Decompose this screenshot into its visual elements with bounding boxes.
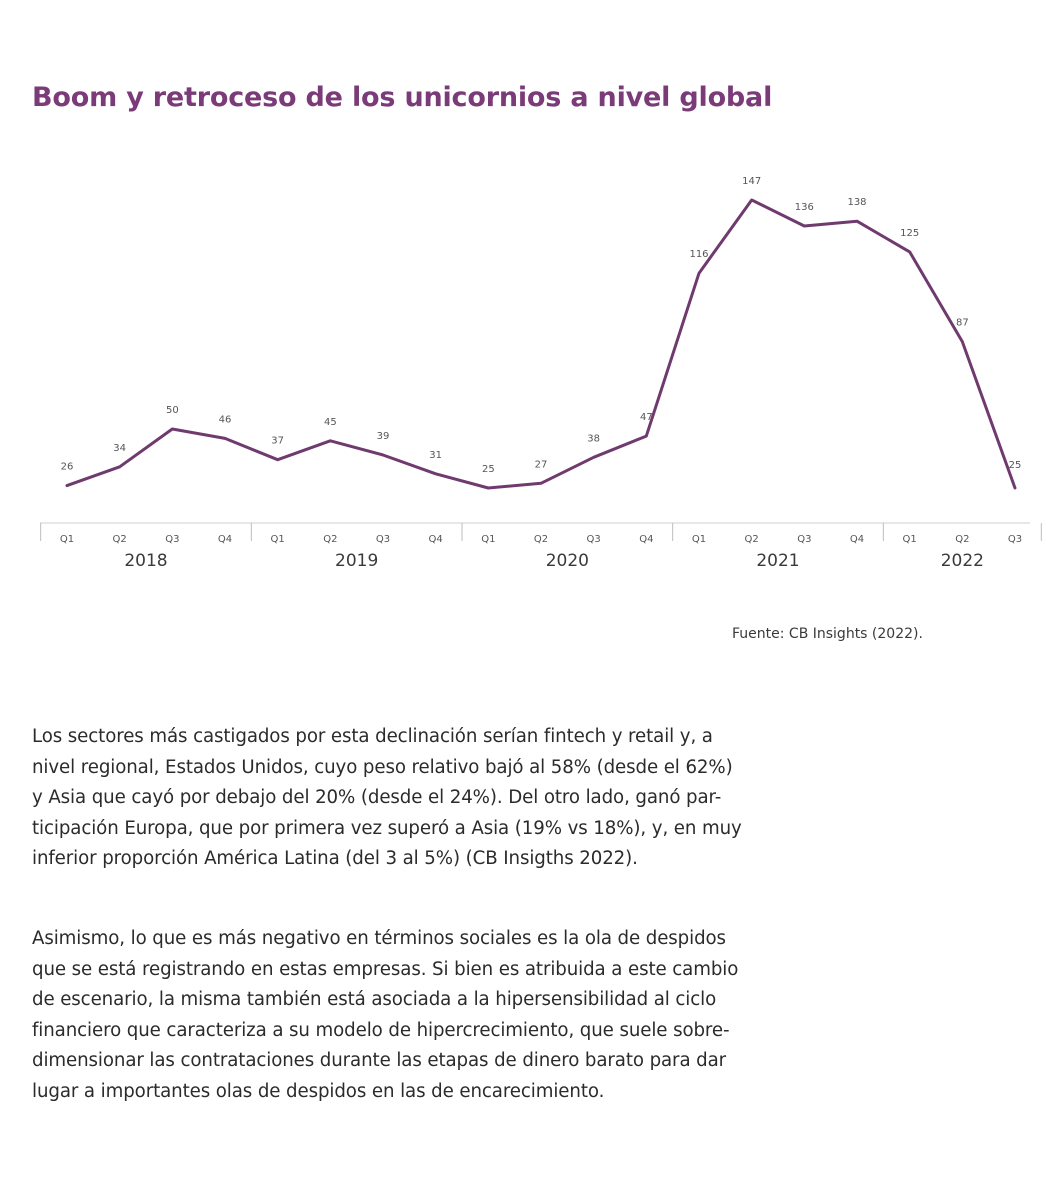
paragraph-line: Asimismo, lo que es más negativo en térm…: [32, 928, 726, 949]
paragraph-line: inferior proporción América Latina (del …: [32, 848, 638, 870]
data-label: 26: [61, 462, 74, 473]
quarter-tick-label: Q2: [113, 534, 127, 545]
quarter-tick-label: Q3: [376, 534, 390, 545]
source-note: Fuente: CB Insights (2022).: [732, 626, 923, 642]
data-label: 87: [956, 318, 969, 329]
line-chart: Q1 Q2 Q3 Q4 Q1 Q2 Q3 Q4 Q1 Q2 Q3 Q4 Q1 Q2 Q3 Q4 Q1 Q2 Q3 20…: [40, 176, 1042, 571]
data-label: 47: [640, 412, 653, 423]
year-label: 2020: [546, 551, 589, 571]
quarter-tick-label: Q1: [60, 534, 74, 545]
quarter-tick-label: Q4: [429, 534, 443, 545]
data-label: 34: [113, 443, 126, 454]
paragraph-line: financiero que caracteriza a su modelo d…: [32, 1019, 730, 1041]
paragraph-1: Los sectores más castigados por esta dec…: [32, 722, 932, 875]
data-label: 46: [219, 414, 232, 425]
series-line: [65, 198, 1017, 490]
paragraph-line: lugar a importantes olas de despidos en …: [32, 1080, 605, 1102]
quarter-tick-label: Q4: [639, 534, 653, 545]
data-label: 45: [324, 417, 337, 428]
data-label: 125: [900, 228, 919, 239]
quarter-tick-label: Q2: [534, 534, 548, 545]
quarter-tick-label: Q1: [903, 534, 917, 545]
quarter-tick-label: Q1: [481, 534, 495, 545]
year-label: 2022: [941, 551, 984, 571]
quarter-tick-label: Q2: [955, 534, 969, 545]
quarter-tick-label: Q4: [850, 534, 864, 545]
data-label: 25: [482, 464, 495, 475]
quarter-tick-label: Q3: [797, 534, 811, 545]
data-label: 39: [377, 431, 390, 442]
paragraph-line: de escenario, la misma también está asoc…: [32, 989, 717, 1011]
series-line-group: [65, 198, 1017, 490]
quarter-tick-label: Q4: [218, 534, 232, 545]
data-label: 31: [429, 450, 442, 461]
x-axis: Q1 Q2 Q3 Q4 Q1 Q2 Q3 Q4 Q1 Q2 Q3 Q4 Q1 Q2 Q3 Q4 Q1 Q2 Q3 20…: [40, 522, 1042, 571]
paragraph-line: Los sectores más castigados por esta dec…: [32, 726, 713, 747]
data-label: 50: [166, 405, 179, 416]
year-label: 2021: [756, 551, 799, 571]
chart-title: Boom y retroceso de los unicornios a niv…: [32, 82, 773, 113]
data-label: 37: [271, 436, 284, 447]
data-label: 138: [847, 197, 866, 208]
quarter-tick-label: Q3: [587, 534, 601, 545]
quarter-tick-label: Q1: [271, 534, 285, 545]
quarter-tick-label: Q2: [323, 534, 337, 545]
data-label: 136: [795, 202, 814, 213]
data-labels: 26 34 50 46 37 45 39 31 25 27 38 47 116 147 136 138 125 8…: [61, 176, 1022, 475]
quarter-tick-label: Q3: [165, 534, 179, 545]
data-label: 116: [689, 249, 708, 260]
paragraph-2: Asimismo, lo que es más negativo en térm…: [32, 924, 932, 1108]
year-label: 2018: [124, 551, 167, 571]
paragraph-line: dimensionar las contrataciones durante l…: [32, 1050, 727, 1072]
quarter-tick-label: Q2: [745, 534, 759, 545]
paragraph-line: ticipación Europa, que por primera vez s…: [32, 817, 742, 839]
data-label: 147: [742, 176, 761, 187]
data-label: 27: [535, 459, 548, 470]
quarter-tick-label: Q3: [1008, 534, 1022, 545]
paragraph-line: y Asia que cayó por debajo del 20% (desd…: [32, 787, 722, 809]
paragraph-line: que se está registrando en estas empresa…: [32, 958, 739, 980]
year-label: 2019: [335, 551, 378, 571]
quarter-tick-label: Q1: [692, 534, 706, 545]
data-label: 25: [1009, 460, 1022, 471]
data-label: 38: [587, 433, 600, 444]
paragraph-line: nivel regional, Estados Unidos, cuyo pes…: [32, 756, 733, 778]
